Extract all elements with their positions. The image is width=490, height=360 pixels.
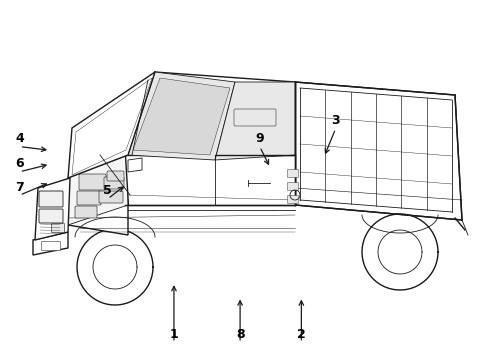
FancyBboxPatch shape [104,177,124,189]
Text: 7: 7 [15,181,24,194]
Text: 2: 2 [297,328,306,341]
FancyBboxPatch shape [234,109,276,126]
Text: 8: 8 [236,328,245,341]
Polygon shape [128,72,235,160]
Polygon shape [68,72,155,178]
Text: 3: 3 [331,114,340,127]
Polygon shape [295,82,462,220]
Text: 4: 4 [15,132,24,145]
FancyBboxPatch shape [39,209,63,223]
Text: 6: 6 [15,157,24,170]
Text: 5: 5 [103,184,112,197]
FancyBboxPatch shape [77,191,101,205]
FancyBboxPatch shape [42,242,60,251]
Polygon shape [35,178,70,240]
Polygon shape [215,82,295,160]
FancyBboxPatch shape [107,171,124,181]
Polygon shape [33,232,68,255]
Polygon shape [68,155,128,225]
Polygon shape [68,178,128,235]
FancyBboxPatch shape [51,224,65,233]
FancyBboxPatch shape [79,174,106,190]
Polygon shape [133,78,230,155]
FancyBboxPatch shape [75,206,97,218]
FancyBboxPatch shape [288,195,298,203]
FancyBboxPatch shape [99,191,123,203]
Text: 9: 9 [255,132,264,145]
FancyBboxPatch shape [288,170,298,177]
Polygon shape [128,158,142,172]
Polygon shape [125,155,295,205]
FancyBboxPatch shape [288,183,298,190]
FancyBboxPatch shape [39,191,63,207]
Text: 1: 1 [170,328,178,341]
